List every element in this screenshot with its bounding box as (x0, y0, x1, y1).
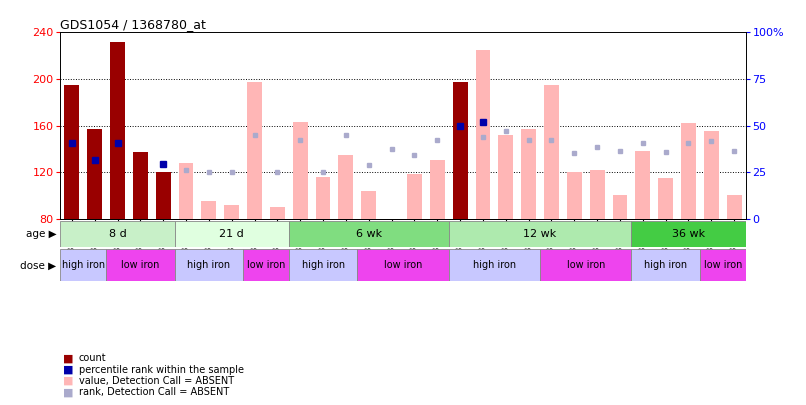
Text: low iron: low iron (567, 260, 604, 270)
Bar (521, 129, 536, 219)
Bar (590, 170, 604, 219)
Bar (156, 172, 171, 219)
Text: ■: ■ (63, 388, 73, 397)
Bar (613, 196, 627, 219)
Bar (631, 249, 700, 281)
Text: high iron: high iron (473, 260, 516, 270)
Text: low iron: low iron (247, 260, 285, 270)
Bar (247, 83, 262, 219)
Text: dose ▶: dose ▶ (20, 260, 56, 270)
Text: low iron: low iron (384, 260, 422, 270)
Bar (704, 131, 719, 219)
Bar (476, 50, 490, 219)
Bar (60, 249, 106, 281)
Bar (498, 135, 513, 219)
Bar (202, 201, 216, 219)
Bar (567, 172, 582, 219)
Bar (540, 249, 631, 281)
Text: 21 d: 21 d (219, 229, 244, 239)
Bar (289, 249, 357, 281)
Text: 8 d: 8 d (109, 229, 127, 239)
Bar (179, 163, 193, 219)
Bar (449, 221, 631, 247)
Bar (175, 249, 243, 281)
Bar (659, 178, 673, 219)
Bar (357, 249, 449, 281)
Bar (224, 205, 239, 219)
Text: low iron: low iron (121, 260, 160, 270)
Bar (64, 85, 79, 219)
Text: GDS1054 / 1368780_at: GDS1054 / 1368780_at (60, 18, 206, 31)
Bar (635, 151, 650, 219)
Bar (339, 155, 353, 219)
Text: 12 wk: 12 wk (523, 229, 557, 239)
Bar (631, 221, 746, 247)
Text: percentile rank within the sample: percentile rank within the sample (79, 365, 244, 375)
Bar (316, 177, 330, 219)
Bar (453, 83, 467, 219)
Bar (449, 249, 540, 281)
Bar (87, 129, 102, 219)
Bar (407, 175, 422, 219)
Bar (133, 152, 147, 219)
Text: high iron: high iron (301, 260, 345, 270)
Text: rank, Detection Call = ABSENT: rank, Detection Call = ABSENT (79, 388, 229, 397)
Bar (681, 123, 696, 219)
Bar (430, 160, 445, 219)
Bar (361, 191, 376, 219)
Bar (293, 122, 308, 219)
Text: ■: ■ (63, 365, 73, 375)
Bar (544, 85, 559, 219)
Bar (243, 249, 289, 281)
Text: high iron: high iron (187, 260, 231, 270)
Bar (175, 221, 289, 247)
Text: high iron: high iron (62, 260, 105, 270)
Text: ■: ■ (63, 376, 73, 386)
Text: 6 wk: 6 wk (355, 229, 382, 239)
Bar (110, 42, 125, 219)
Text: high iron: high iron (644, 260, 688, 270)
Text: age ▶: age ▶ (26, 229, 56, 239)
Bar (289, 221, 449, 247)
Bar (727, 196, 742, 219)
Bar (60, 221, 175, 247)
Bar (700, 249, 746, 281)
Bar (106, 249, 175, 281)
Text: count: count (79, 354, 106, 363)
Text: ■: ■ (63, 354, 73, 363)
Bar (270, 207, 285, 219)
Text: 36 wk: 36 wk (672, 229, 705, 239)
Text: value, Detection Call = ABSENT: value, Detection Call = ABSENT (79, 376, 234, 386)
Text: low iron: low iron (704, 260, 742, 270)
